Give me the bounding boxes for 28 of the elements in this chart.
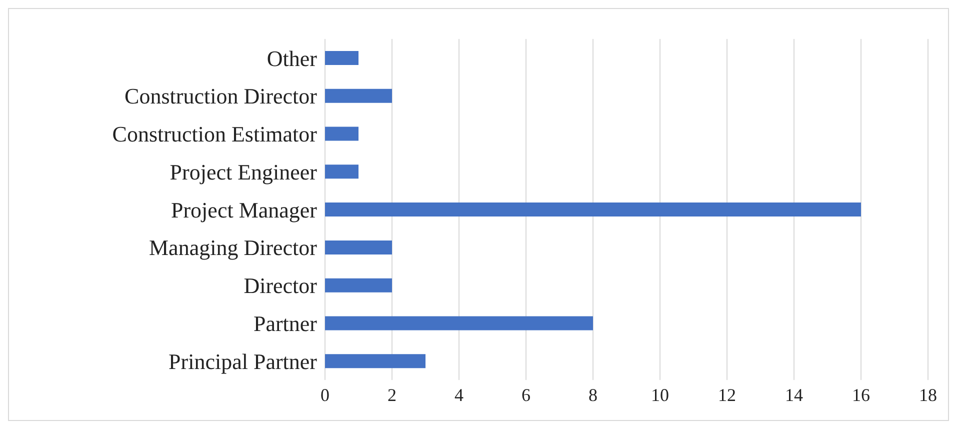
x-tick-label: 18: [919, 384, 937, 405]
y-tick-label: Construction Director: [124, 84, 318, 109]
x-tick-label: 12: [718, 384, 736, 405]
bar: [325, 164, 358, 179]
x-tick-label: 2: [388, 384, 396, 405]
y-tick-label: Director: [244, 273, 318, 298]
bar: [325, 126, 358, 141]
x-tick-label: 6: [522, 384, 530, 405]
x-tick-label: 4: [454, 384, 464, 405]
y-tick-label: Project Engineer: [170, 159, 318, 184]
x-tick-label: 16: [852, 384, 870, 405]
y-tick-label: Construction Estimator: [112, 122, 318, 147]
x-tick-label: 0: [320, 384, 330, 405]
bar: [325, 88, 392, 103]
y-tick-label: Other: [266, 46, 318, 71]
bar: [325, 278, 392, 292]
y-tick-label: Partner: [253, 310, 318, 336]
bar: [325, 316, 593, 330]
y-tick-label: Project Manager: [171, 197, 318, 222]
bar: [325, 240, 392, 254]
y-tick-label: Managing Director: [149, 235, 318, 260]
bar: [325, 51, 358, 65]
x-tick-label: 10: [651, 384, 669, 405]
y-tick-label: Principal Partner: [168, 348, 318, 374]
bar: [325, 354, 426, 368]
bar: [325, 202, 861, 217]
x-tick-label: 14: [785, 384, 803, 405]
x-tick-label: 8: [588, 384, 598, 405]
